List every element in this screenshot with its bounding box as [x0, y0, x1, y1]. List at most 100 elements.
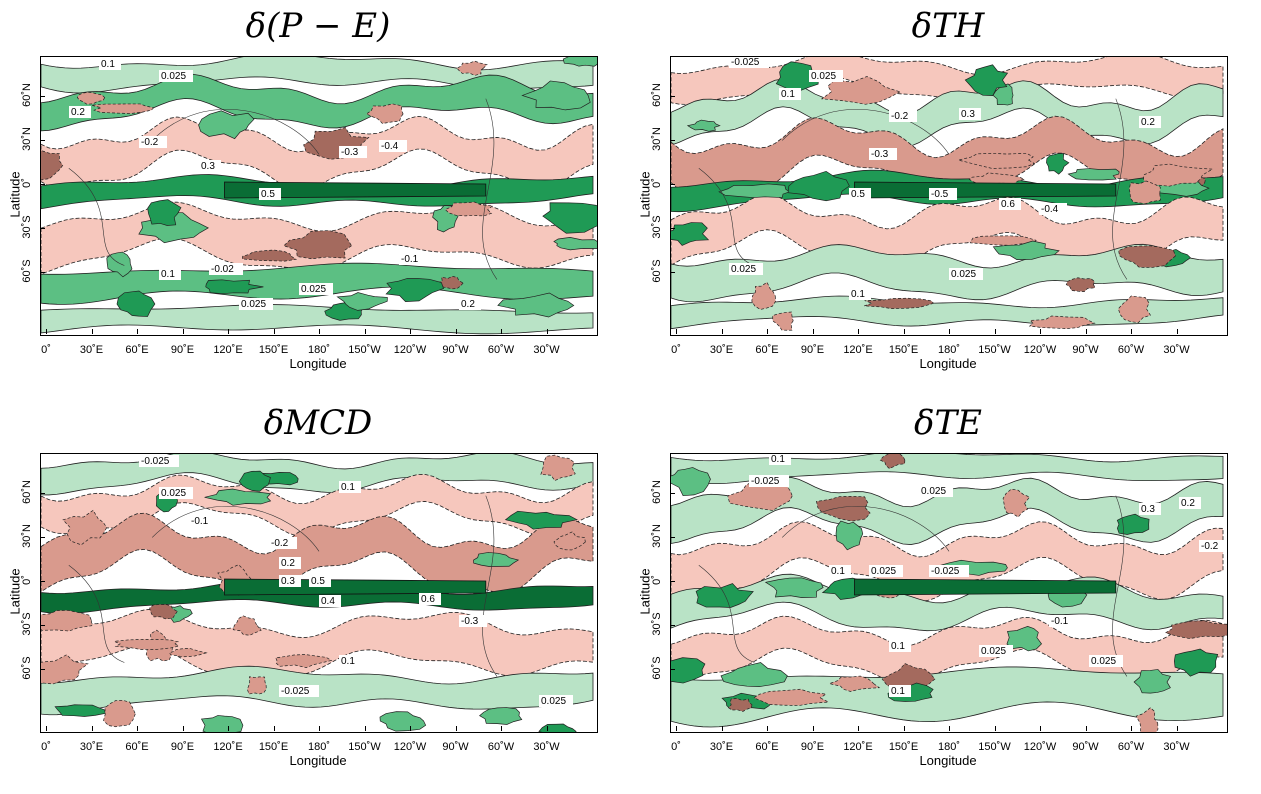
- contour-cell: [1164, 620, 1227, 639]
- contour-cell: [538, 723, 577, 732]
- contour-label: 0.025: [159, 487, 193, 499]
- contour-cell: [147, 199, 182, 226]
- contour-cell: [835, 520, 864, 551]
- coastline: [698, 98, 1128, 280]
- x-tick-mark: [767, 329, 768, 334]
- svg-text:0.1: 0.1: [891, 686, 905, 697]
- x-tick-label: 60˚E: [755, 741, 779, 753]
- x-tick-label: 90˚W: [1072, 741, 1099, 753]
- y-tick-label: 30˚N: [651, 524, 663, 548]
- x-tick-mark: [546, 726, 548, 731]
- x-tick-label: 30˚E: [709, 741, 734, 753]
- contour-cell: [540, 454, 576, 482]
- y-tick-label: 0˚: [651, 575, 663, 585]
- y-tick-mark: [670, 96, 675, 97]
- svg-text:-0.2: -0.2: [271, 538, 289, 549]
- y-tick-label: 0˚: [21, 575, 33, 585]
- contour-label: -0.3: [459, 615, 487, 627]
- y-axis-label: Latitude: [637, 568, 653, 615]
- contour-cell: [671, 222, 710, 246]
- contour-cell: [553, 237, 597, 251]
- panel-title: δTE: [914, 403, 982, 443]
- contour-map: 0.1 -0.025 0.025 0.3 0.2 -0.2 0.1 0.025 -0.025 -0…: [671, 454, 1227, 732]
- contour-cell: [106, 251, 133, 278]
- svg-text:0.025: 0.025: [731, 264, 756, 275]
- contour-label: 0.1: [779, 88, 801, 100]
- x-tick-label: 30˚W: [533, 344, 560, 356]
- x-tick-mark: [182, 329, 184, 334]
- x-tick-label: 150˚W: [978, 344, 1011, 356]
- contour-label: 0.025: [1089, 655, 1123, 667]
- x-tick-mark: [767, 726, 768, 731]
- svg-text:-0.02: -0.02: [211, 264, 234, 275]
- y-tick-mark: [670, 625, 675, 626]
- x-tick-mark: [319, 329, 320, 334]
- svg-text:-0.1: -0.1: [401, 254, 419, 265]
- contour-label: -0.4: [1039, 203, 1067, 215]
- y-tick-mark: [40, 140, 45, 141]
- contour-label: 0.025: [949, 268, 983, 280]
- contour-cell: [41, 150, 64, 181]
- y-tick-mark: [40, 96, 45, 97]
- x-tick-mark: [812, 329, 814, 334]
- contour-label: 0.3: [1139, 503, 1161, 515]
- equatorial-core: [224, 181, 487, 199]
- x-tick-mark: [501, 726, 502, 731]
- contour-cell: [365, 103, 404, 124]
- x-tick-mark: [46, 329, 47, 334]
- panel-te: δTE 0.1 -0.025 0.025 0.3 0.2 -0.2 0.1 0.025 -0.02…: [630, 397, 1261, 794]
- y-tick-label: 60˚N: [21, 480, 33, 504]
- contour-label: 0.1: [849, 288, 871, 300]
- x-tick-label: 30˚W: [1163, 741, 1190, 753]
- contour-label: 0.025: [539, 695, 573, 707]
- contour-cell: [864, 297, 935, 309]
- x-tick-mark: [676, 329, 677, 334]
- contour-cell: [751, 281, 776, 310]
- contour-cell: [103, 699, 136, 728]
- x-tick-label: 60˚E: [125, 344, 149, 356]
- x-tick-mark: [91, 329, 93, 334]
- x-tick-label: 120˚W: [393, 741, 427, 753]
- contour-cell: [41, 654, 89, 685]
- y-axis-label: Latitude: [7, 568, 23, 615]
- svg-text:0.3: 0.3: [201, 161, 215, 172]
- contour-cell: [1116, 513, 1150, 535]
- contour-label: -0.025: [929, 565, 969, 577]
- contour-cell: [246, 676, 267, 695]
- y-tick-label: 30˚N: [21, 524, 33, 548]
- svg-text:0.2: 0.2: [461, 299, 475, 310]
- x-tick-mark: [676, 726, 677, 731]
- y-tick-mark: [670, 537, 675, 538]
- svg-text:-0.025: -0.025: [931, 566, 960, 577]
- y-tick-label: 60˚N: [21, 83, 33, 107]
- contour-label: 0.2: [279, 557, 301, 569]
- x-tick-label: 150˚E: [258, 344, 289, 356]
- contour-cell: [1067, 168, 1120, 181]
- svg-text:0.3: 0.3: [961, 109, 975, 120]
- x-tick-label: 0˚: [41, 344, 51, 356]
- svg-text:0.025: 0.025: [541, 696, 566, 707]
- svg-text:-0.025: -0.025: [751, 476, 780, 487]
- y-tick-mark: [40, 272, 45, 273]
- contour-map: -0.025 0.025 0.1 -0.2 0.3 0.2 -0.3 0.5 -0.5 0.6 -0…: [671, 57, 1227, 335]
- contour-cell: [820, 76, 901, 105]
- contour-cell: [478, 707, 523, 725]
- contour-cell: [200, 715, 244, 732]
- contour-label: 0.025: [299, 283, 333, 295]
- svg-text:0.2: 0.2: [281, 558, 295, 569]
- x-tick-label: 60˚E: [125, 741, 149, 753]
- svg-text:0.1: 0.1: [851, 289, 865, 300]
- y-tick-label: 30˚S: [651, 215, 663, 239]
- x-tick-label: 150˚E: [888, 344, 919, 356]
- y-tick-mark: [40, 493, 45, 494]
- contour-label: 0.025: [869, 565, 903, 577]
- y-tick-label: 30˚S: [21, 215, 33, 239]
- x-tick-mark: [1040, 726, 1041, 731]
- x-tick-label: 30˚W: [533, 741, 560, 753]
- svg-text:0.1: 0.1: [161, 269, 175, 280]
- contour-label: 0.1: [829, 565, 851, 577]
- x-tick-label: 0˚: [671, 344, 681, 356]
- contour-cell: [671, 467, 711, 497]
- svg-text:0.5: 0.5: [311, 576, 325, 587]
- contour-cell: [336, 292, 388, 311]
